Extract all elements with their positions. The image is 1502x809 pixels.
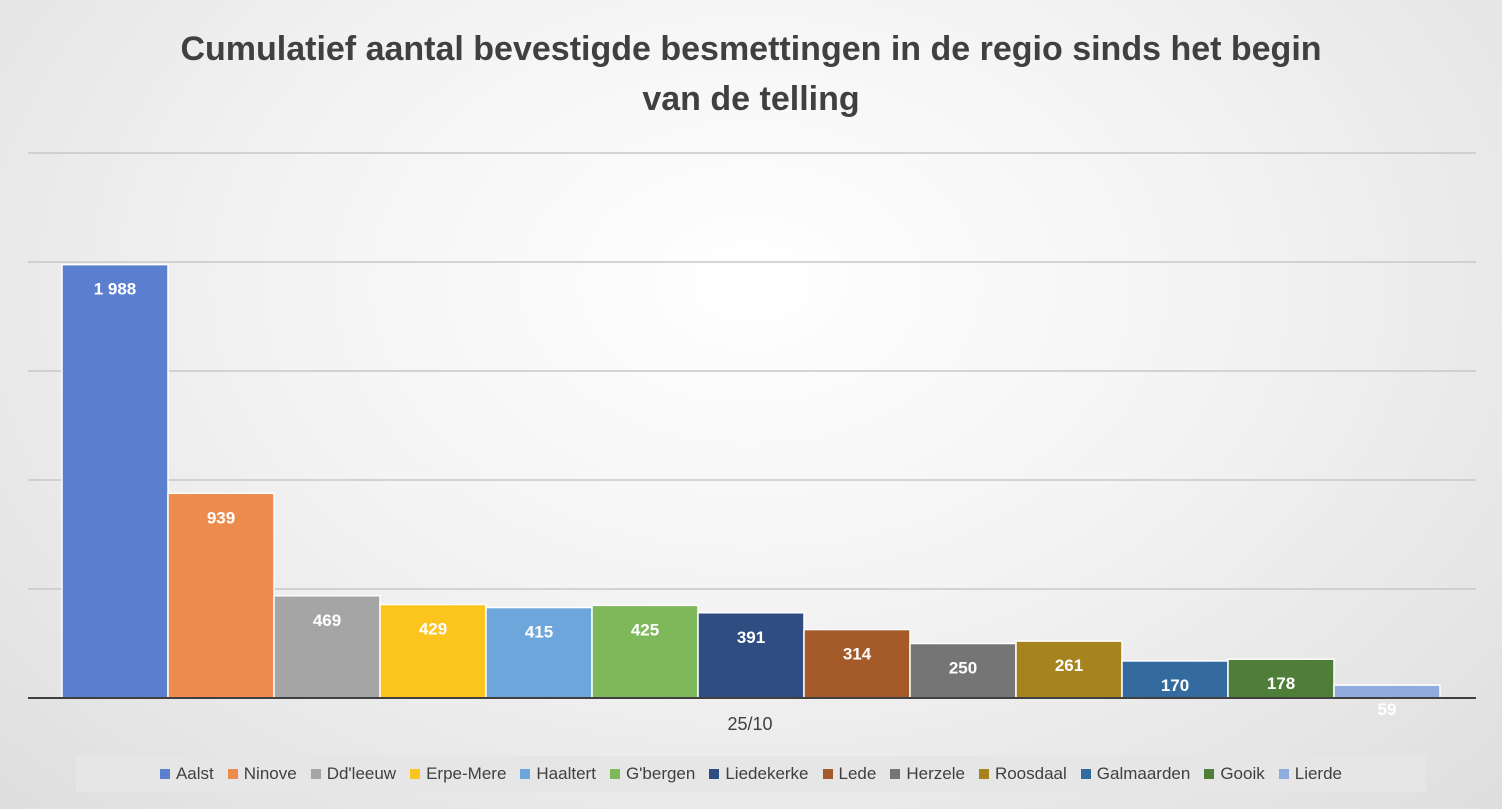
data-label: 939 <box>207 508 235 527</box>
legend-label: Roosdaal <box>994 764 1067 783</box>
bar-g-bergen <box>591 604 699 699</box>
data-label: 429 <box>419 619 447 638</box>
data-label: 1 988 <box>94 280 137 299</box>
data-label: 314 <box>843 645 872 664</box>
legend-label: Galmaarden <box>1096 764 1191 783</box>
legend-item: Gooik <box>1204 764 1265 784</box>
legend-label: Ninove <box>243 764 297 783</box>
legend-label: Aalst <box>175 764 214 783</box>
data-label: 415 <box>525 623 553 642</box>
legend-label: Liedekerke <box>725 764 809 783</box>
legend-swatch <box>1080 769 1091 779</box>
bar-ninove <box>167 492 275 699</box>
legend-swatch <box>822 769 833 779</box>
legend-label: Haaltert <box>536 764 596 783</box>
bar-dd-leeuw <box>273 595 381 699</box>
data-label: 170 <box>1161 676 1189 695</box>
data-label: 59 <box>1378 700 1397 719</box>
legend-label: Dd'leeuw <box>326 764 397 783</box>
data-label: 469 <box>313 611 341 630</box>
x-tick-label: 25/10 <box>727 714 773 734</box>
data-label: 178 <box>1267 674 1295 693</box>
bar-galmaarden <box>1121 660 1229 699</box>
bar-roosdaal <box>1015 640 1123 699</box>
legend-label: Lierde <box>1294 764 1343 783</box>
legend-swatch <box>1204 769 1215 779</box>
legend-item: Lede <box>822 764 877 784</box>
legend-item: Liedekerke <box>709 764 809 784</box>
legend-swatch <box>410 769 421 779</box>
bar-gooik <box>1227 658 1335 699</box>
legend-label: Lede <box>838 764 877 783</box>
legend-item: Galmaarden <box>1080 764 1191 784</box>
legend-swatch <box>609 769 620 779</box>
legend-item: G'bergen <box>609 764 696 784</box>
bar-herzele <box>909 642 1017 699</box>
legend-item: Ninove <box>227 764 297 784</box>
legend-label: Erpe-Mere <box>426 764 507 783</box>
legend-item: Lierde <box>1278 764 1343 784</box>
legend-item: Roosdaal <box>978 764 1067 784</box>
legend-label: Gooik <box>1220 764 1265 783</box>
legend-label: G'bergen <box>625 764 696 783</box>
legend-item: Haaltert <box>520 764 596 784</box>
legend: Aalst Ninove Dd'leeuw Erpe-Mere Haaltert G'be… <box>76 756 1426 792</box>
legend-swatch <box>520 769 531 779</box>
data-label: 261 <box>1055 656 1083 675</box>
bar-haaltert <box>485 606 593 699</box>
bar-lede <box>803 628 911 699</box>
bar-aalst <box>61 263 169 699</box>
chart-title: Cumulatief aantal bevestigde besmettinge… <box>180 30 1322 118</box>
legend-swatch <box>227 769 238 779</box>
data-label: 425 <box>631 620 659 639</box>
legend-swatch <box>709 769 720 779</box>
legend-label: Herzele <box>906 764 965 783</box>
legend-swatch <box>1278 769 1289 779</box>
legend-item: Erpe-Mere <box>410 764 506 784</box>
legend-swatch <box>890 769 901 779</box>
legend-swatch <box>310 769 321 779</box>
legend-item: Dd'leeuw <box>310 764 397 784</box>
legend-swatch <box>159 769 170 779</box>
data-label: 250 <box>949 659 977 678</box>
legend-swatch <box>978 769 989 779</box>
legend-item: Aalst <box>159 764 214 784</box>
bar-lierde <box>1333 684 1441 699</box>
data-label: 391 <box>737 628 765 647</box>
legend-item: Herzele <box>890 764 965 784</box>
bar-liedekerke <box>697 612 805 699</box>
